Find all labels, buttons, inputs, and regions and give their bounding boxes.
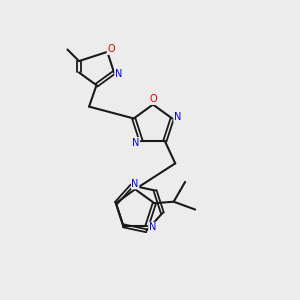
Text: O: O (149, 94, 157, 104)
Text: O: O (107, 44, 115, 55)
Text: N: N (149, 222, 156, 232)
Text: N: N (115, 69, 122, 79)
Text: N: N (131, 179, 139, 189)
Text: N: N (174, 112, 181, 122)
Text: N: N (132, 138, 140, 148)
